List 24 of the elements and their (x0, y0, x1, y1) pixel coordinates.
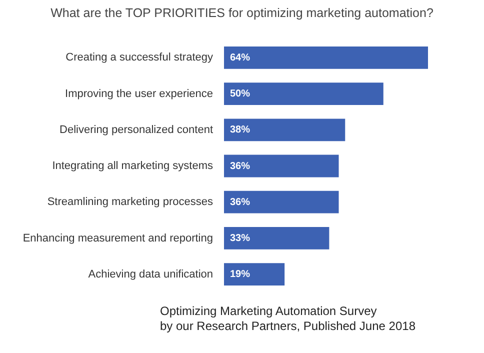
data-label: 50% (230, 88, 250, 100)
y-tick-label: Streamlining marketing processes (47, 196, 214, 208)
y-tick-label: Achieving data unification (88, 268, 213, 280)
y-tick-label: Integrating all marketing systems (52, 160, 214, 172)
y-tick-label: Creating a successful strategy (66, 52, 214, 64)
data-label: 64% (230, 52, 250, 64)
bar (224, 263, 285, 286)
bar (224, 154, 339, 178)
bar (224, 118, 346, 142)
text: Optimizing Marketing Automation Survey (160, 304, 377, 318)
data-label: 36% (230, 196, 250, 208)
data-label: 19% (230, 269, 250, 280)
y-tick-label: Improving the user experience (65, 88, 213, 100)
data-label: 33% (230, 232, 250, 244)
y-tick-label: Delivering personalized content (60, 124, 213, 136)
data-label: 38% (230, 124, 250, 136)
bar (224, 82, 384, 105)
y-tick-label: Enhancing measurement and reporting (22, 232, 213, 244)
text: by our Research Partners, Published June 2018 (160, 319, 416, 333)
data-label: 36% (230, 160, 250, 172)
bar (224, 227, 330, 250)
bar (224, 190, 339, 214)
bar (224, 46, 428, 69)
chart-title: What are the TOP PRIORITIES for optimizing marketing automation? (50, 6, 434, 20)
